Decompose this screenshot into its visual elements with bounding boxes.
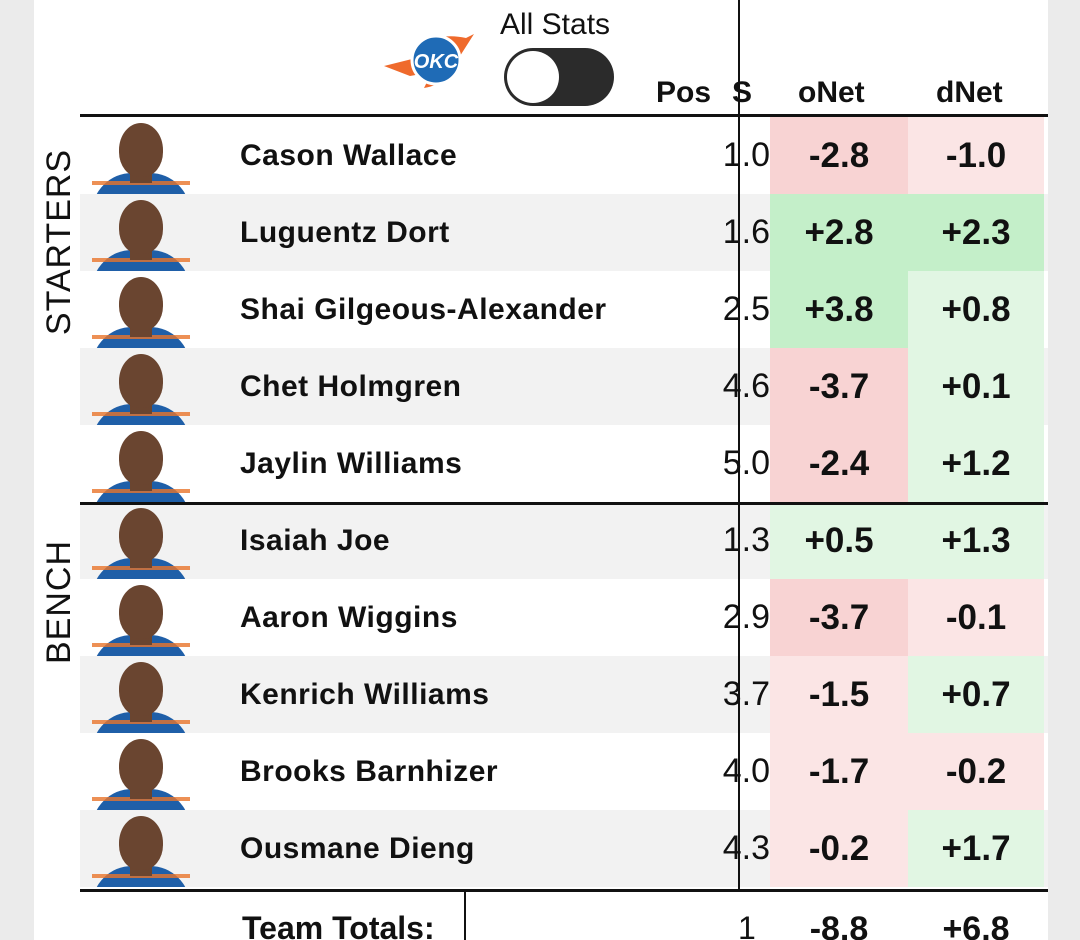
player-headshot <box>86 656 196 733</box>
lineup-card: OKC All Stats Pos S oNet dNet STARTERS B… <box>34 0 1048 940</box>
table-row[interactable]: Jaylin Williams 5.0 -2.4 +1.2 <box>80 425 1048 502</box>
player-name: Kenrich Williams <box>240 678 490 711</box>
player-dnet: +0.1 <box>908 348 1044 425</box>
player-name: Brooks Barnhizer <box>240 755 499 788</box>
table-row[interactable]: Cason Wallace 1.0 -2.8 -1.0 <box>80 117 1048 194</box>
player-headshot <box>86 810 196 887</box>
player-name: Chet Holmgren <box>240 370 462 403</box>
player-dnet: -0.2 <box>908 733 1044 810</box>
player-pos: 1.6 <box>722 213 770 251</box>
group-label-bench: BENCH <box>40 539 78 665</box>
player-name: Jaylin Williams <box>240 447 463 480</box>
player-headshot <box>86 579 196 656</box>
table-row[interactable]: Ousmane Dieng 4.3 -0.2 +1.7 <box>80 810 1048 887</box>
table-row[interactable]: Brooks Barnhizer 4.0 -1.7 -0.2 <box>80 733 1048 810</box>
all-stats-toggle[interactable] <box>504 48 614 106</box>
player-pos: 1.0 <box>722 136 770 174</box>
column-header-partial[interactable]: S <box>732 76 752 109</box>
column-header-dnet[interactable]: dNet <box>936 76 1003 109</box>
player-onet: -1.5 <box>770 656 908 733</box>
player-dnet: +1.7 <box>908 810 1044 887</box>
player-headshot <box>86 271 196 348</box>
player-name: Ousmane Dieng <box>240 832 475 865</box>
player-onet: -3.7 <box>770 348 908 425</box>
frozen-column-divider <box>738 0 740 890</box>
totals-dnet: +6.8 <box>942 910 1010 940</box>
totals-divider <box>464 892 466 940</box>
player-onet: +2.8 <box>770 194 908 271</box>
player-onet: -0.2 <box>770 810 908 887</box>
footer-divider <box>80 889 1048 892</box>
player-dnet: -0.1 <box>908 579 1044 656</box>
player-pos: 1.3 <box>722 521 770 559</box>
player-name: Shai Gilgeous-Alexander <box>240 293 607 326</box>
player-pos: 5.0 <box>722 444 770 482</box>
header-divider <box>80 114 1048 117</box>
player-name: Cason Wallace <box>240 139 458 172</box>
table-row[interactable]: Isaiah Joe 1.3 +0.5 +1.3 <box>80 502 1048 579</box>
player-onet: +3.8 <box>770 271 908 348</box>
table-row[interactable]: Luguentz Dort 1.6 +2.8 +2.3 <box>80 194 1048 271</box>
player-headshot <box>86 194 196 271</box>
totals-partial-value: 1 <box>738 910 756 940</box>
table-row[interactable]: Kenrich Williams 3.7 -1.5 +0.7 <box>80 656 1048 733</box>
player-headshot <box>86 348 196 425</box>
table-row[interactable]: Chet Holmgren 4.6 -3.7 +0.1 <box>80 348 1048 425</box>
totals-onet: -8.8 <box>809 910 869 940</box>
player-dnet: +2.3 <box>908 194 1044 271</box>
player-dnet: -1.0 <box>908 117 1044 194</box>
player-pos: 4.3 <box>722 829 770 867</box>
player-pos: 2.9 <box>722 598 770 636</box>
player-headshot <box>86 502 196 579</box>
table-header: OKC All Stats Pos S oNet dNet <box>34 0 1048 116</box>
player-dnet: +0.8 <box>908 271 1044 348</box>
player-dnet: +1.3 <box>908 502 1044 579</box>
team-totals-row: Team Totals: 1 -8.8 +6.8 <box>80 892 1048 940</box>
player-pos: 4.6 <box>722 367 770 405</box>
player-name: Aaron Wiggins <box>240 601 458 634</box>
player-onet: -3.7 <box>770 579 908 656</box>
player-onet: +0.5 <box>770 502 908 579</box>
player-pos: 4.0 <box>722 752 770 790</box>
group-label-starters: STARTERS <box>40 148 78 336</box>
player-dnet: +0.7 <box>908 656 1044 733</box>
player-headshot <box>86 733 196 810</box>
group-divider <box>80 502 1048 505</box>
team-totals-label: Team Totals: <box>242 910 435 940</box>
player-onet: -2.8 <box>770 117 908 194</box>
column-header-onet[interactable]: oNet <box>798 76 865 109</box>
player-onet: -1.7 <box>770 733 908 810</box>
toggle-knob <box>507 51 559 103</box>
player-name: Isaiah Joe <box>240 524 391 557</box>
column-header-pos[interactable]: Pos <box>656 76 712 109</box>
player-pos: 2.5 <box>722 290 770 328</box>
player-headshot <box>86 425 196 502</box>
player-dnet: +1.2 <box>908 425 1044 502</box>
okc-thunder-logo: OKC <box>384 34 474 88</box>
player-headshot <box>86 117 196 194</box>
table-row[interactable]: Shai Gilgeous-Alexander 2.5 +3.8 +0.8 <box>80 271 1048 348</box>
player-name: Luguentz Dort <box>240 216 450 249</box>
all-stats-label: All Stats <box>500 8 611 41</box>
svg-text:OKC: OKC <box>414 51 459 73</box>
player-pos: 3.7 <box>722 675 770 713</box>
player-onet: -2.4 <box>770 425 908 502</box>
table-row[interactable]: Aaron Wiggins 2.9 -3.7 -0.1 <box>80 579 1048 656</box>
